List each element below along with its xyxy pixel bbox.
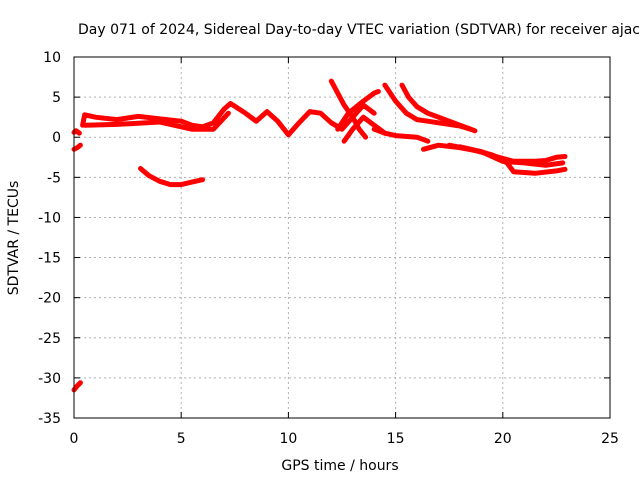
x-axis-label: GPS time / hours	[281, 458, 398, 474]
series-pass-c	[71, 380, 83, 393]
series-pass-d	[80, 101, 377, 138]
x-tick-label: 15	[387, 431, 405, 447]
series-pass-f	[138, 166, 206, 188]
y-tick-label: -35	[38, 411, 61, 427]
chart-title: Day 071 of 2024, Sidereal Day-to-day VTE…	[78, 22, 640, 38]
y-tick-label: 0	[52, 130, 61, 146]
x-tick-label: 20	[494, 431, 512, 447]
series-pass-k	[399, 82, 478, 134]
x-tick-label: 10	[279, 431, 297, 447]
data-series	[71, 78, 568, 393]
y-tick-label: -10	[38, 210, 61, 226]
x-tick-label: 0	[70, 431, 79, 447]
series-pass-h	[335, 89, 381, 132]
y-tick-label: -25	[38, 331, 61, 347]
x-tick-label: 5	[177, 431, 186, 447]
y-tick-label: -5	[47, 170, 61, 186]
y-tick-label: 5	[52, 90, 61, 106]
series-pass-a	[71, 142, 83, 152]
series-pass-l	[371, 126, 431, 144]
y-tick-label: -20	[38, 291, 61, 307]
series-pass-e	[82, 110, 231, 132]
y-axis-label: SDTVAR / TECUs	[6, 181, 22, 296]
y-tick-label: -15	[38, 251, 61, 267]
y-tick-label: 10	[43, 50, 61, 66]
series-pass-o	[457, 144, 566, 168]
plot-frame	[73, 56, 611, 419]
grid	[74, 57, 610, 418]
axis-ticks: 10 5 0 -5 -10 -15 -20 -25 -30 -35 0 5 10 15 20 25	[38, 50, 619, 447]
x-tick-label: 25	[601, 431, 619, 447]
y-tick-label: -30	[38, 371, 61, 387]
series-pass-b	[71, 128, 82, 136]
